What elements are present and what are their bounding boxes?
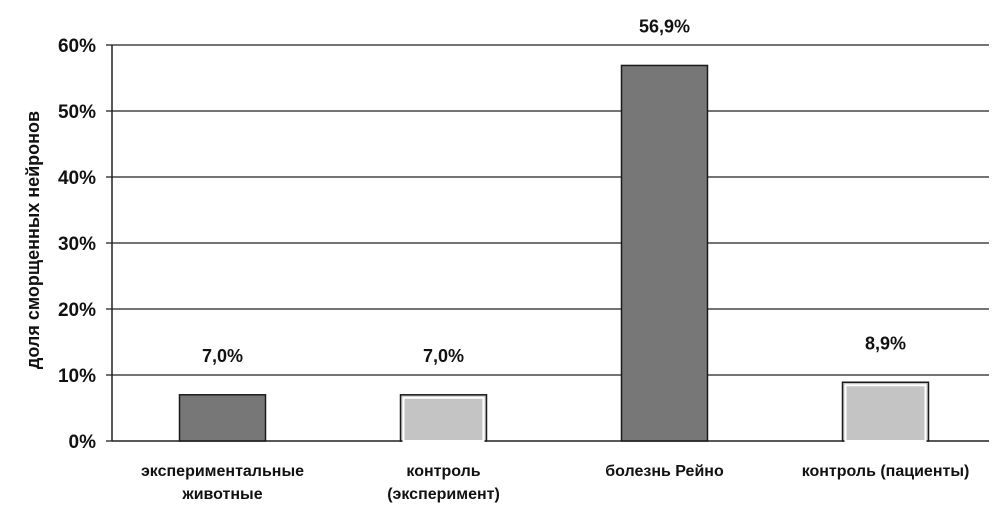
data-label: 8,9%	[865, 333, 906, 353]
bars	[178, 64, 930, 443]
y-tick-label: 60%	[58, 36, 96, 57]
category-label: контроль	[406, 463, 480, 480]
bar	[620, 64, 709, 442]
data-label: 7,0%	[202, 346, 243, 366]
y-tick-label: 20%	[58, 300, 96, 321]
bar-highlight	[402, 396, 485, 442]
gridlines	[112, 44, 989, 376]
bar	[399, 394, 488, 442]
y-tick-label: 0%	[69, 432, 97, 453]
labels: 0% 10% 20% 30% 40% 50% 60% 7,0% экспериментальны…	[58, 16, 969, 503]
bar	[178, 394, 267, 442]
y-tick-label: 30%	[58, 234, 96, 255]
bar-highlight	[844, 384, 927, 443]
data-label: 56,9%	[639, 16, 690, 36]
category-label: экспериментальные	[141, 463, 304, 480]
y-tick-label: 50%	[58, 102, 96, 123]
y-axis-title: доля сморщенных нейронов	[23, 111, 43, 369]
category-label: болезнь Рейно	[605, 463, 724, 480]
category-label: животные	[181, 486, 262, 503]
category-label: контроль (пациенты)	[802, 463, 970, 480]
data-label: 7,0%	[423, 346, 464, 366]
y-tick-label: 40%	[58, 168, 96, 189]
category-label: (эксперимент)	[387, 486, 500, 503]
y-tick-label: 10%	[58, 366, 96, 387]
bar	[841, 381, 930, 442]
